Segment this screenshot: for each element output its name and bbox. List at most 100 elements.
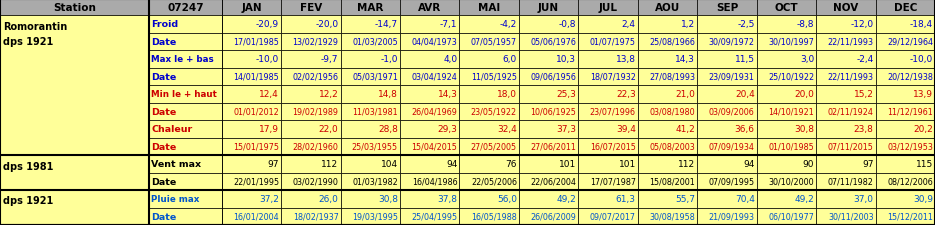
Bar [579,120,638,138]
Bar [222,86,281,103]
Bar [400,190,459,208]
Bar [756,0,816,16]
Bar [816,16,875,33]
Bar [281,190,340,208]
Text: 13,9: 13,9 [913,90,933,99]
Bar [0,208,149,225]
Bar [519,33,579,51]
Text: 29,3: 29,3 [438,125,457,134]
Text: -9,7: -9,7 [321,55,338,64]
Bar [149,0,222,16]
Bar [875,138,935,155]
Text: 22/01/1995: 22/01/1995 [233,177,280,186]
Bar [340,51,400,68]
Bar [875,0,935,16]
Text: 22,0: 22,0 [319,125,338,134]
Bar [519,16,579,33]
Text: SEP: SEP [716,3,738,13]
Bar [816,208,875,225]
Text: 08/12/2006: 08/12/2006 [887,177,933,186]
Bar [340,68,400,86]
Bar [222,0,281,16]
Text: -20,0: -20,0 [315,20,338,29]
Text: 27/08/1993: 27/08/1993 [649,72,696,81]
Text: 30,8: 30,8 [378,194,398,203]
Bar [0,173,149,190]
Text: 94: 94 [743,160,755,169]
Bar [400,103,459,120]
Bar [816,190,875,208]
Text: 61,3: 61,3 [616,194,636,203]
Text: Chaleur: Chaleur [151,125,193,134]
Text: 21/09/1993: 21/09/1993 [709,212,755,221]
Text: 112: 112 [322,160,338,169]
Bar [459,120,519,138]
Bar [638,16,698,33]
Text: 14/10/1921: 14/10/1921 [769,107,814,116]
Text: 29/12/1964: 29/12/1964 [887,38,933,47]
Text: 49,2: 49,2 [795,194,814,203]
Text: 94: 94 [446,160,457,169]
Bar [400,120,459,138]
Bar [340,190,400,208]
Text: 30/11/2003: 30/11/2003 [827,212,873,221]
Bar [519,51,579,68]
Bar [0,155,149,173]
Text: -7,1: -7,1 [440,20,457,29]
Bar [222,173,281,190]
Text: 25,3: 25,3 [556,90,576,99]
Bar [400,51,459,68]
Bar [579,208,638,225]
Bar [459,51,519,68]
Text: dps 1981: dps 1981 [3,161,53,171]
Text: -20,9: -20,9 [256,20,280,29]
Text: 13/02/1929: 13/02/1929 [293,38,338,47]
Bar [281,138,340,155]
Text: 14/01/1985: 14/01/1985 [234,72,280,81]
Text: 02/02/1956: 02/02/1956 [293,72,338,81]
Bar [400,68,459,86]
Bar [0,120,149,138]
Bar [222,120,281,138]
Text: 02/11/1924: 02/11/1924 [827,107,873,116]
Text: 05/08/2003: 05/08/2003 [650,142,696,151]
Text: 11,5: 11,5 [735,55,755,64]
Text: Max le + bas: Max le + bas [151,55,214,64]
Bar [579,138,638,155]
Text: 15,2: 15,2 [854,90,873,99]
Text: -14,7: -14,7 [375,20,398,29]
Bar [400,86,459,103]
Text: 01/03/2005: 01/03/2005 [352,38,398,47]
Bar [698,190,756,208]
Bar [519,155,579,173]
Bar [340,120,400,138]
Bar [0,155,149,190]
Text: 30/10/1997: 30/10/1997 [769,38,814,47]
Text: 15/01/1975: 15/01/1975 [233,142,280,151]
Bar [519,208,579,225]
Bar [816,68,875,86]
Bar [638,208,698,225]
Text: 30,8: 30,8 [794,125,814,134]
Bar [816,103,875,120]
Bar [459,208,519,225]
Bar [400,208,459,225]
Bar [875,190,935,208]
Bar [281,0,340,16]
Bar [698,51,756,68]
Bar [638,86,698,103]
Bar [875,173,935,190]
Bar [0,68,149,86]
Text: 26/04/1969: 26/04/1969 [411,107,457,116]
Text: 10/06/1925: 10/06/1925 [530,107,576,116]
Bar [638,190,698,208]
Bar [579,190,638,208]
Bar [519,68,579,86]
Text: 04/04/1973: 04/04/1973 [411,38,457,47]
Bar [698,16,756,33]
Bar [400,33,459,51]
Bar [579,16,638,33]
Text: 07/09/1934: 07/09/1934 [709,142,755,151]
Bar [222,51,281,68]
Text: Date: Date [151,142,177,151]
